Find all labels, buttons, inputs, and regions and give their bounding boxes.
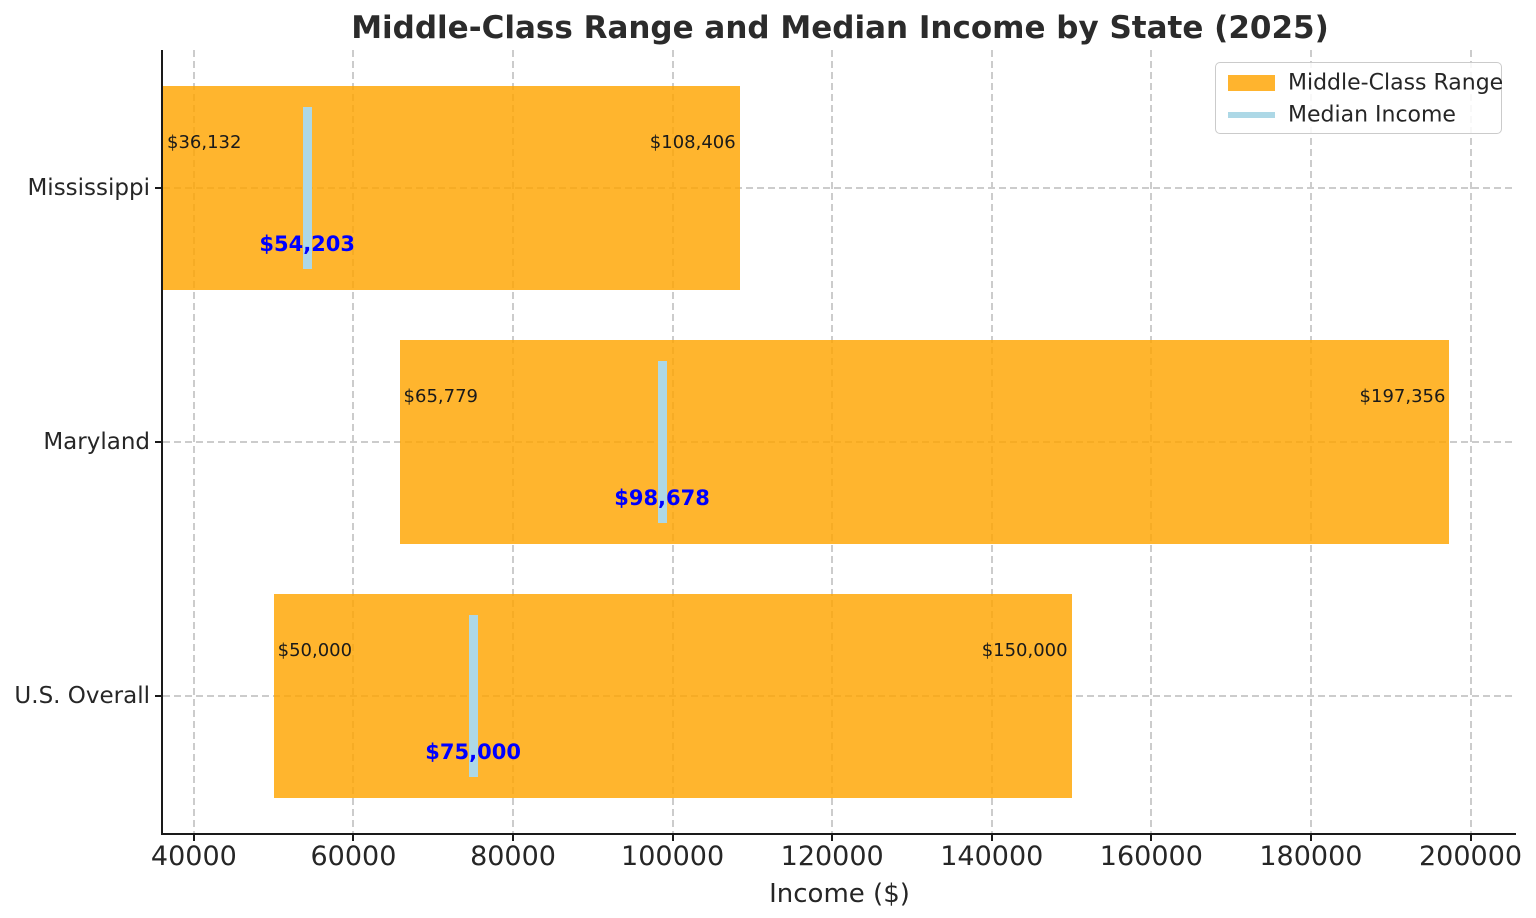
x-tick-mark bbox=[1150, 835, 1153, 841]
range-bar bbox=[163, 86, 740, 290]
legend-swatch-median bbox=[1228, 112, 1275, 118]
x-tick-mark bbox=[192, 835, 195, 841]
x-tick-label: 120000 bbox=[780, 841, 884, 872]
median-value-label: $98,678 bbox=[614, 486, 710, 510]
y-tick-mark bbox=[155, 187, 163, 189]
x-tick-label: 160000 bbox=[1099, 841, 1203, 872]
median-line bbox=[302, 107, 312, 269]
y-tick-label-mississippi: Mississippi bbox=[27, 175, 150, 201]
legend-item: Middle-Class Range bbox=[1216, 67, 1504, 99]
legend-label: Middle-Class Range bbox=[1288, 70, 1504, 96]
range-low-label: $65,779 bbox=[403, 386, 478, 407]
median-line bbox=[468, 615, 478, 777]
chart-title: Middle-Class Range and Median Income by … bbox=[351, 10, 1329, 46]
x-axis-spine bbox=[161, 833, 1516, 835]
x-tick-label: 100000 bbox=[621, 841, 725, 872]
range-high-label: $197,356 bbox=[1359, 386, 1446, 407]
x-tick-mark bbox=[352, 835, 355, 841]
legend-swatch-range bbox=[1228, 75, 1275, 91]
x-tick-label: 140000 bbox=[940, 841, 1044, 872]
range-high-label: $108,406 bbox=[649, 132, 736, 153]
range-high-label: $150,000 bbox=[981, 640, 1068, 661]
x-tick-label: 180000 bbox=[1259, 841, 1363, 872]
range-bar bbox=[273, 594, 1072, 798]
range-bar bbox=[399, 340, 1450, 544]
median-value-label: $54,203 bbox=[259, 232, 356, 256]
x-tick-mark bbox=[512, 835, 515, 841]
x-tick-mark bbox=[1309, 835, 1312, 841]
y-gridline bbox=[163, 187, 1516, 189]
median-line bbox=[657, 361, 667, 523]
x-tick-mark bbox=[831, 835, 834, 841]
x-tick-label: 200000 bbox=[1418, 841, 1523, 872]
y-tick-mark bbox=[155, 441, 163, 443]
range-low-label: $36,132 bbox=[167, 132, 242, 153]
y-tick-label-maryland: Maryland bbox=[43, 429, 150, 455]
x-axis-label: Income ($) bbox=[769, 879, 910, 909]
y-axis-spine bbox=[161, 50, 163, 835]
x-tick-label: 60000 bbox=[310, 841, 397, 872]
x-tick-mark bbox=[1469, 835, 1472, 841]
x-tick-label: 40000 bbox=[150, 841, 237, 872]
range-low-label: $50,000 bbox=[277, 640, 353, 661]
legend-item: Median Income bbox=[1216, 99, 1501, 131]
legend: Middle-Class Range Median Income bbox=[1215, 62, 1504, 134]
legend-label: Median Income bbox=[1288, 102, 1456, 128]
x-tick-mark bbox=[671, 835, 674, 841]
x-tick-mark bbox=[990, 835, 993, 841]
median-value-label: $75,000 bbox=[425, 740, 521, 764]
y-tick-label-u-s-overall: U.S. Overall bbox=[14, 683, 150, 709]
x-tick-label: 80000 bbox=[470, 841, 556, 872]
y-tick-mark bbox=[155, 695, 163, 697]
